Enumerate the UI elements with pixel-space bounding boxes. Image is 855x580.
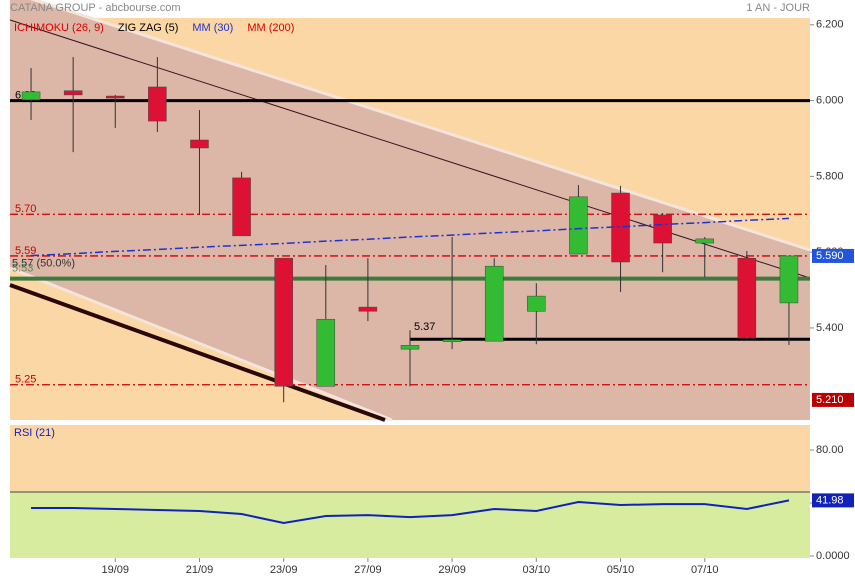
rsi-tag-label: 41.98	[816, 494, 844, 506]
level-label: 5.53	[12, 263, 33, 275]
channel-edge	[29, 0, 811, 252]
y-tick-label: 5.400	[816, 322, 844, 334]
x-tick-label: 29/09	[438, 564, 466, 576]
rsi-tag	[812, 493, 854, 508]
candle-body	[779, 255, 799, 304]
candle-body	[274, 257, 293, 387]
channel-edge	[9, 266, 393, 422]
x-tick-label: 27/09	[354, 564, 382, 576]
level-label: 5.37	[414, 321, 435, 333]
candle-body	[316, 318, 336, 387]
candle-body	[484, 265, 504, 342]
period: 1 AN - JOUR	[746, 2, 810, 14]
candle-body	[400, 345, 420, 350]
candle-body	[527, 295, 546, 312]
level-label: 5.25	[15, 374, 36, 386]
candle-body	[653, 214, 672, 244]
rsi-title: RSI (21)	[14, 427, 55, 439]
rsi-panel-upper	[10, 425, 810, 492]
rsi-line	[31, 499, 790, 525]
rsi-tick-label: 0.0000	[816, 550, 850, 562]
candle-body	[695, 238, 714, 244]
y-tick-label: 6.200	[816, 19, 844, 31]
candle-body	[63, 90, 83, 96]
x-tick-label: 23/09	[270, 564, 298, 576]
level-label: 5.59	[15, 245, 36, 257]
trend-line	[9, 283, 386, 422]
legend-item: MM (200)	[247, 22, 294, 34]
rsi-tick-label: 80.00	[816, 444, 844, 456]
x-tick-label: 21/09	[186, 564, 214, 576]
trend-line	[9, 19, 811, 279]
candle-body	[190, 139, 209, 149]
price-tag	[812, 392, 854, 407]
candle-body	[148, 86, 167, 122]
candle-body	[21, 91, 41, 101]
channel	[10, 0, 810, 420]
price-tag-label: 5.590	[816, 250, 844, 262]
price-tag-label: 5.210	[816, 394, 844, 406]
x-tick-label: 19/09	[101, 564, 129, 576]
x-tick-label: 05/10	[607, 564, 635, 576]
legend-item: ICHIMOKU (26, 9)	[14, 22, 104, 34]
candle-body	[106, 95, 125, 99]
x-tick-label: 03/10	[523, 564, 551, 576]
level-label: 5.70	[15, 203, 36, 215]
candle-body	[442, 339, 462, 342]
moving-average	[31, 217, 789, 257]
chart-title: CATANA GROUP - abcbourse.com	[10, 2, 181, 14]
candle-body	[737, 257, 757, 339]
price-tag	[812, 248, 854, 263]
legend-item: MM (30)	[192, 22, 233, 34]
x-tick-label: 07/10	[691, 564, 719, 576]
fib-label: 5.57 (50.0%)	[12, 257, 75, 269]
y-tick-label: 5.800	[816, 170, 844, 182]
candle-body	[232, 177, 251, 237]
y-tick-label: 6.000	[816, 95, 844, 107]
rsi-panel-lower	[10, 492, 810, 558]
candle-body	[569, 196, 588, 255]
legend-item: ZIG ZAG (5)	[118, 22, 179, 34]
candle-body	[358, 306, 378, 312]
